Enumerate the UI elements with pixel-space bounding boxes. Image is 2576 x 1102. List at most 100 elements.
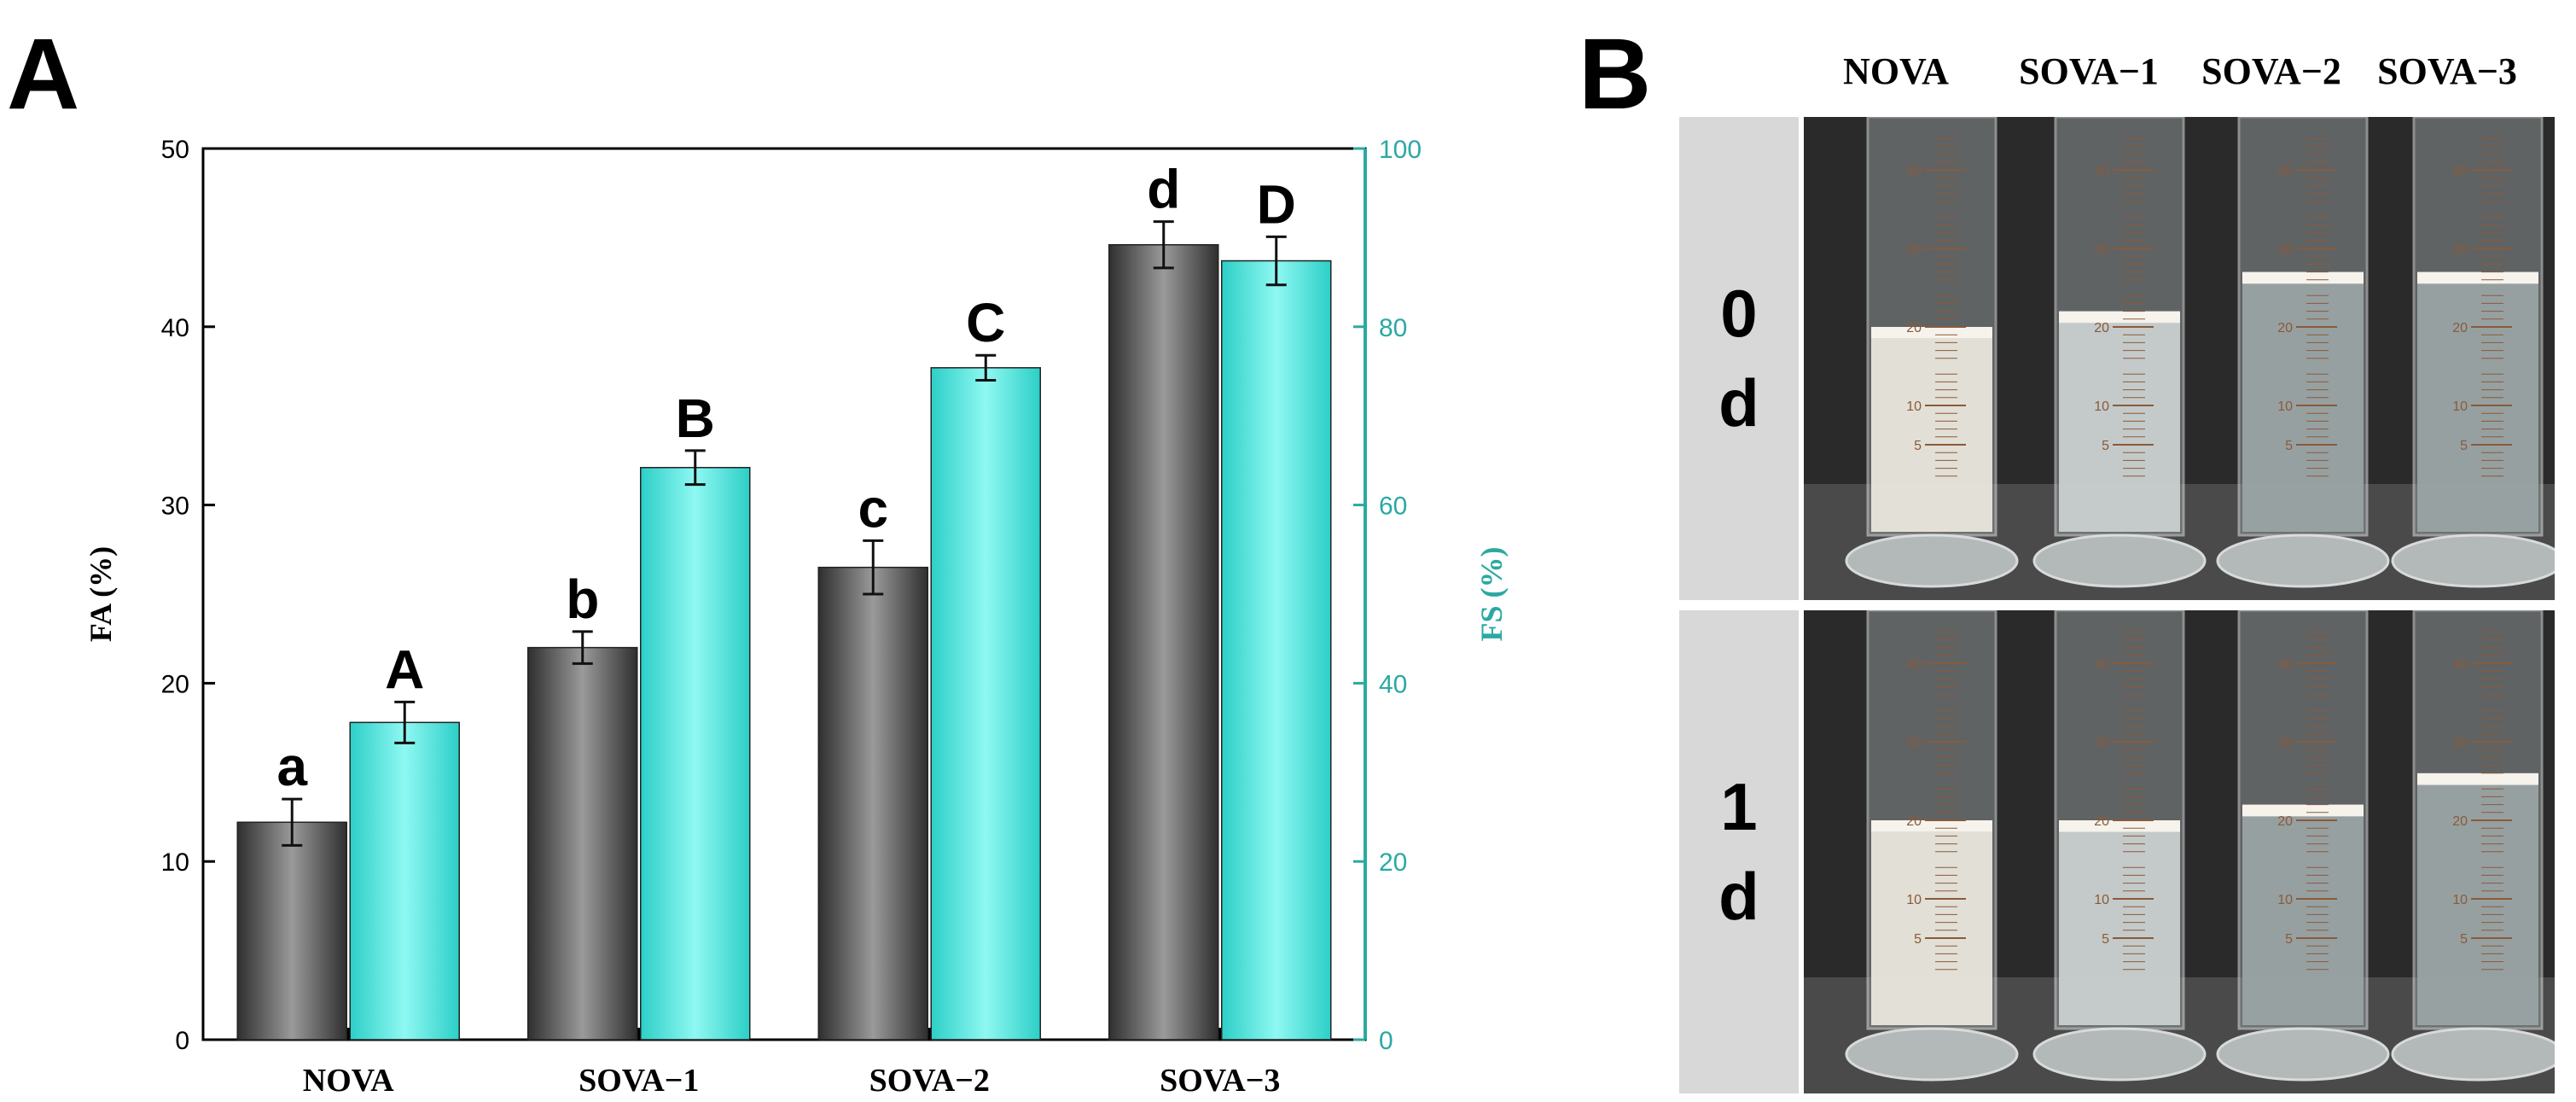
cylinder-base: [2391, 534, 2555, 588]
cylinder-scale-label: 40: [1906, 657, 1922, 672]
cylinder-liquid: [2417, 283, 2538, 532]
row-label-day1-text: 1 d: [1718, 768, 1759, 934]
x-axis-tick-label: SOVA−1: [579, 1063, 699, 1099]
photo-day0: 5 10 20 30 40 5 10 20 30 40 5 10 20 30 40 5 10 20 30 40: [1804, 117, 2555, 600]
fs-bar: [1221, 259, 1332, 1041]
cylinder-scale-label: 10: [1906, 399, 1922, 414]
cylinder-scale-label: 40: [2277, 657, 2293, 672]
photo-panel: 0 d 1 d 5 10 20 30 40 5 10 20 30 40 5 10 20 30 40 5 10 20…: [1679, 117, 2555, 1093]
right-axis-tick-label: 0: [1379, 1027, 1393, 1055]
cylinder-scale-label: 30: [2452, 736, 2468, 750]
photo-scene: 5 10 20 30 40 5 10 20 30 40 5 10 20 30 40 5 10 20 30 40: [1804, 610, 2555, 1093]
cylinder-scale-label: 5: [1914, 932, 1922, 947]
cylinder-scale-label: 10: [1906, 893, 1922, 907]
cylinder-scale-label: 30: [1906, 736, 1922, 750]
cylinder-scale-label: 5: [2102, 932, 2109, 947]
bar-chart: 0 10 20 30 40 50 0 20 40 60 80 100 FA (%) FS (%) NOVA S…: [84, 136, 1509, 1099]
row-label-day0-text: 0 d: [1718, 275, 1759, 440]
right-axis-tick-label: 60: [1379, 493, 1407, 521]
fa-significance-letter: d: [1147, 159, 1180, 220]
cylinder-foam-layer: [2059, 820, 2180, 832]
cylinder-base: [1845, 534, 2019, 588]
left-axis-tick-label: 30: [161, 493, 189, 521]
cylinder-scale-label: 10: [2094, 399, 2109, 414]
fs-significance-letter: A: [385, 638, 424, 700]
cylinder-scale-label: 40: [1906, 164, 1922, 178]
cylinder-foam-layer: [2059, 311, 2180, 324]
left-axis-label: FA (%): [84, 546, 118, 642]
cylinder-foam-layer: [1871, 327, 1992, 339]
fs-bar: [349, 721, 460, 1041]
photo-column-label-sova-3: SOVA−3: [2377, 50, 2517, 92]
cylinder-scale-label: 20: [2452, 814, 2468, 829]
cylinder-liquid: [1871, 338, 1992, 532]
cylinder-scale-label: 30: [2452, 242, 2468, 257]
cylinder-scale-label: 10: [2094, 893, 2109, 907]
cylinder-scale-label: 40: [2452, 164, 2468, 178]
cylinder-scale-label: 30: [2094, 736, 2109, 750]
left-axis-tick-label: 10: [161, 848, 189, 877]
row-labels: 0 d 1 d: [1679, 117, 1799, 1093]
cylinder-base: [2216, 534, 2390, 588]
fs-significance-letter: B: [676, 388, 715, 449]
cylinder-scale-label: 5: [2285, 932, 2293, 947]
x-axis-tick-label: NOVA: [303, 1063, 395, 1099]
cylinder-base: [1845, 1027, 2019, 1082]
cylinder-liquid: [2059, 831, 2180, 1025]
cylinder-scale-label: 20: [2277, 814, 2293, 829]
cylinder-foam-layer: [2417, 271, 2538, 284]
photo-column-label-sova-2: SOVA−2: [2201, 50, 2341, 92]
cylinder-scale-label: 40: [2277, 164, 2293, 178]
x-axis-tick-label: SOVA−3: [1160, 1063, 1280, 1099]
cylinder-scale-label: 5: [2460, 439, 2468, 453]
cylinder-scale-label: 30: [2094, 242, 2109, 257]
fa-significance-letter: c: [858, 477, 888, 539]
cylinder-scale-label: 5: [1914, 439, 1922, 453]
cylinder-scale-label: 10: [2452, 399, 2468, 414]
cylinder-liquid: [1871, 831, 1992, 1025]
cylinder-scale-label: 20: [2094, 814, 2109, 829]
right-axis-label: FS (%): [1474, 547, 1509, 642]
cylinder-foam-layer: [2242, 271, 2364, 284]
right-axis-tick-label: 20: [1379, 848, 1407, 877]
right-axis-tick-label: 100: [1379, 136, 1422, 164]
cylinder-liquid: [2242, 283, 2364, 532]
cylinder-scale-label: 10: [2277, 893, 2293, 907]
cylinder-scale-label: 30: [2277, 242, 2293, 257]
cylinder-scale-label: 20: [1906, 321, 1922, 335]
fa-bar: [817, 566, 928, 1041]
row-label-day1: 1 d: [1679, 610, 1799, 1093]
fa-bar: [1108, 244, 1219, 1041]
photo-column-label-nova: NOVA: [1843, 50, 1949, 92]
fs-bar: [930, 367, 1041, 1041]
fs-significance-letter: D: [1257, 173, 1296, 235]
cylinder-scale-label: 20: [1906, 814, 1922, 829]
cylinder-scale-label: 40: [2094, 164, 2109, 178]
cylinder-scale-label: 5: [2285, 439, 2293, 453]
fa-significance-letter: a: [276, 736, 307, 797]
cylinder-scale-label: 5: [2460, 932, 2468, 947]
right-axis-tick-label: 40: [1379, 670, 1407, 698]
cylinder-base: [2391, 1027, 2555, 1082]
cylinder-scale-label: 20: [2094, 321, 2109, 335]
panel-b-label: B: [1579, 18, 1652, 131]
cylinder-scale-label: 5: [2102, 439, 2109, 453]
cylinder-foam-layer: [2417, 773, 2538, 785]
photo-scene: 5 10 20 30 40 5 10 20 30 40 5 10 20 30 40 5 10 20 30 40: [1804, 117, 2555, 600]
fa-bar: [527, 646, 638, 1041]
row-label-day0: 0 d: [1679, 117, 1799, 600]
cylinder-base: [2216, 1027, 2390, 1082]
cylinder-foam-layer: [2242, 804, 2364, 817]
cylinder-scale-label: 10: [2452, 893, 2468, 907]
left-axis-tick-label: 40: [161, 314, 189, 342]
x-axis-tick-label: SOVA−2: [869, 1063, 990, 1099]
cylinder-liquid: [2242, 816, 2364, 1025]
left-axis-tick-label: 0: [175, 1027, 189, 1055]
cylinder-scale-label: 30: [1906, 242, 1922, 257]
cylinder-liquid: [2059, 323, 2180, 532]
fa-significance-letter: b: [566, 568, 599, 630]
photo-day1: 5 10 20 30 40 5 10 20 30 40 5 10 20 30 40 5 10 20 30 40: [1804, 610, 2555, 1093]
cylinder-scale-label: 40: [2452, 657, 2468, 672]
panel-a-label: A: [7, 18, 80, 131]
cylinder-foam-layer: [1871, 820, 1992, 832]
